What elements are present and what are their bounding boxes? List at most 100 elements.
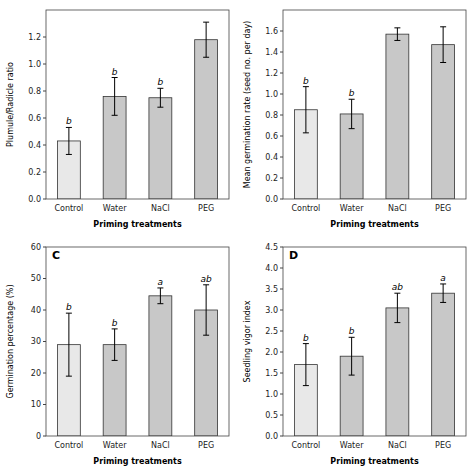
bar bbox=[432, 293, 455, 436]
y-tick-label: 0.8 bbox=[265, 111, 278, 120]
y-tick bbox=[43, 436, 46, 437]
y-tick bbox=[280, 289, 283, 290]
y-tick-label: 0.4 bbox=[28, 141, 41, 150]
annotation: b bbox=[158, 77, 164, 87]
y-tick-label: 1.0 bbox=[265, 90, 278, 99]
x-tick-label: Water bbox=[340, 204, 364, 213]
bars bbox=[294, 284, 454, 436]
y-tick-label: 30 bbox=[31, 337, 41, 346]
error-bar bbox=[203, 22, 209, 57]
error-bar bbox=[303, 87, 309, 133]
y-tick bbox=[43, 278, 46, 279]
error-bar bbox=[157, 288, 163, 304]
x-axis-label: Priming treatments bbox=[93, 220, 182, 229]
y-tick bbox=[280, 73, 283, 74]
error-bar bbox=[303, 344, 309, 386]
y-tick-label: 2.0 bbox=[265, 348, 278, 357]
plot-frame bbox=[283, 247, 466, 436]
error-bar bbox=[66, 127, 72, 154]
y-tick-label: 3.0 bbox=[265, 306, 278, 315]
x-tick-label: NaCl bbox=[388, 441, 407, 450]
x-tick-label: Control bbox=[54, 204, 83, 213]
y-axis-label: Mean germination rate (seed no. per day) bbox=[243, 21, 252, 188]
panel-title: C bbox=[52, 249, 60, 262]
x-tick-label: Water bbox=[340, 441, 364, 450]
error-bar bbox=[349, 337, 355, 375]
y-axis-label: Plumule/Radicle ratio bbox=[6, 62, 15, 147]
annotation: b bbox=[349, 88, 355, 98]
y-tick bbox=[280, 94, 283, 95]
x-axis-label: Priming treatments bbox=[93, 457, 182, 466]
y-tick bbox=[43, 247, 46, 248]
y-tick bbox=[43, 199, 46, 200]
bar bbox=[149, 296, 172, 436]
y-tick bbox=[280, 157, 283, 158]
y-tick-label: 0.4 bbox=[265, 153, 278, 162]
error-bar bbox=[440, 284, 446, 302]
plot-frame bbox=[283, 10, 466, 199]
error-bar bbox=[112, 78, 118, 116]
annotation: ab bbox=[201, 274, 213, 284]
y-tick bbox=[280, 415, 283, 416]
bars bbox=[57, 285, 217, 436]
y-tick bbox=[280, 436, 283, 437]
y-tick bbox=[43, 145, 46, 146]
y-tick-label: 1.0 bbox=[265, 390, 278, 399]
bar bbox=[195, 40, 218, 199]
bar bbox=[386, 34, 409, 199]
x-tick-label: Control bbox=[291, 204, 320, 213]
x-tick-label: Water bbox=[103, 204, 127, 213]
bar bbox=[149, 98, 172, 199]
y-tick bbox=[280, 331, 283, 332]
annotation: b bbox=[112, 318, 118, 328]
y-tick bbox=[280, 136, 283, 137]
x-tick-label: Water bbox=[103, 441, 127, 450]
y-tick bbox=[43, 118, 46, 119]
panel: 0.00.51.01.52.02.53.03.54.04.5bbabaContr… bbox=[243, 243, 467, 467]
x-tick-label: NaCl bbox=[388, 204, 407, 213]
y-tick bbox=[280, 310, 283, 311]
panel-title: D bbox=[289, 249, 298, 262]
annotation: a bbox=[440, 273, 446, 283]
y-tick-label: 1.4 bbox=[265, 48, 278, 57]
x-axis-label: Priming treatments bbox=[330, 457, 419, 466]
y-tick bbox=[280, 247, 283, 248]
y-tick bbox=[280, 31, 283, 32]
error-bar bbox=[394, 28, 400, 41]
y-tick bbox=[280, 115, 283, 116]
x-tick-label: PEG bbox=[435, 204, 451, 213]
y-tick bbox=[43, 64, 46, 65]
x-axis-label: Priming treatments bbox=[330, 220, 419, 229]
error-bar bbox=[203, 285, 209, 335]
bar bbox=[386, 308, 409, 436]
y-tick-label: 0.5 bbox=[265, 411, 278, 420]
y-tick-label: 50 bbox=[31, 274, 41, 283]
panel: 0.00.20.40.60.81.01.21.41.6bbControlWate… bbox=[243, 10, 467, 229]
bars bbox=[57, 22, 217, 199]
y-tick bbox=[280, 373, 283, 374]
y-tick bbox=[280, 352, 283, 353]
annotation: b bbox=[303, 333, 309, 343]
x-tick-label: PEG bbox=[198, 441, 214, 450]
annotation: b bbox=[349, 326, 355, 336]
y-tick-label: 1.2 bbox=[28, 33, 41, 42]
annotation: b bbox=[66, 116, 72, 126]
annotation: b bbox=[66, 302, 72, 312]
annotation: b bbox=[303, 76, 309, 86]
bars bbox=[294, 27, 454, 199]
panel: 0.00.20.40.60.81.01.2bbbControlWaterNaCl… bbox=[6, 10, 230, 229]
y-tick bbox=[280, 199, 283, 200]
y-tick-label: 10 bbox=[31, 400, 41, 409]
y-tick bbox=[280, 178, 283, 179]
y-tick-label: 2.5 bbox=[265, 327, 278, 336]
y-tick bbox=[43, 310, 46, 311]
y-tick bbox=[280, 394, 283, 395]
annotation: ab bbox=[392, 282, 404, 292]
y-tick bbox=[43, 91, 46, 92]
bar bbox=[432, 45, 455, 199]
y-tick-label: 40 bbox=[31, 306, 41, 315]
y-tick-label: 0.6 bbox=[265, 132, 278, 141]
x-tick-label: PEG bbox=[198, 204, 214, 213]
y-tick-label: 1.2 bbox=[265, 69, 278, 78]
y-tick bbox=[43, 341, 46, 342]
